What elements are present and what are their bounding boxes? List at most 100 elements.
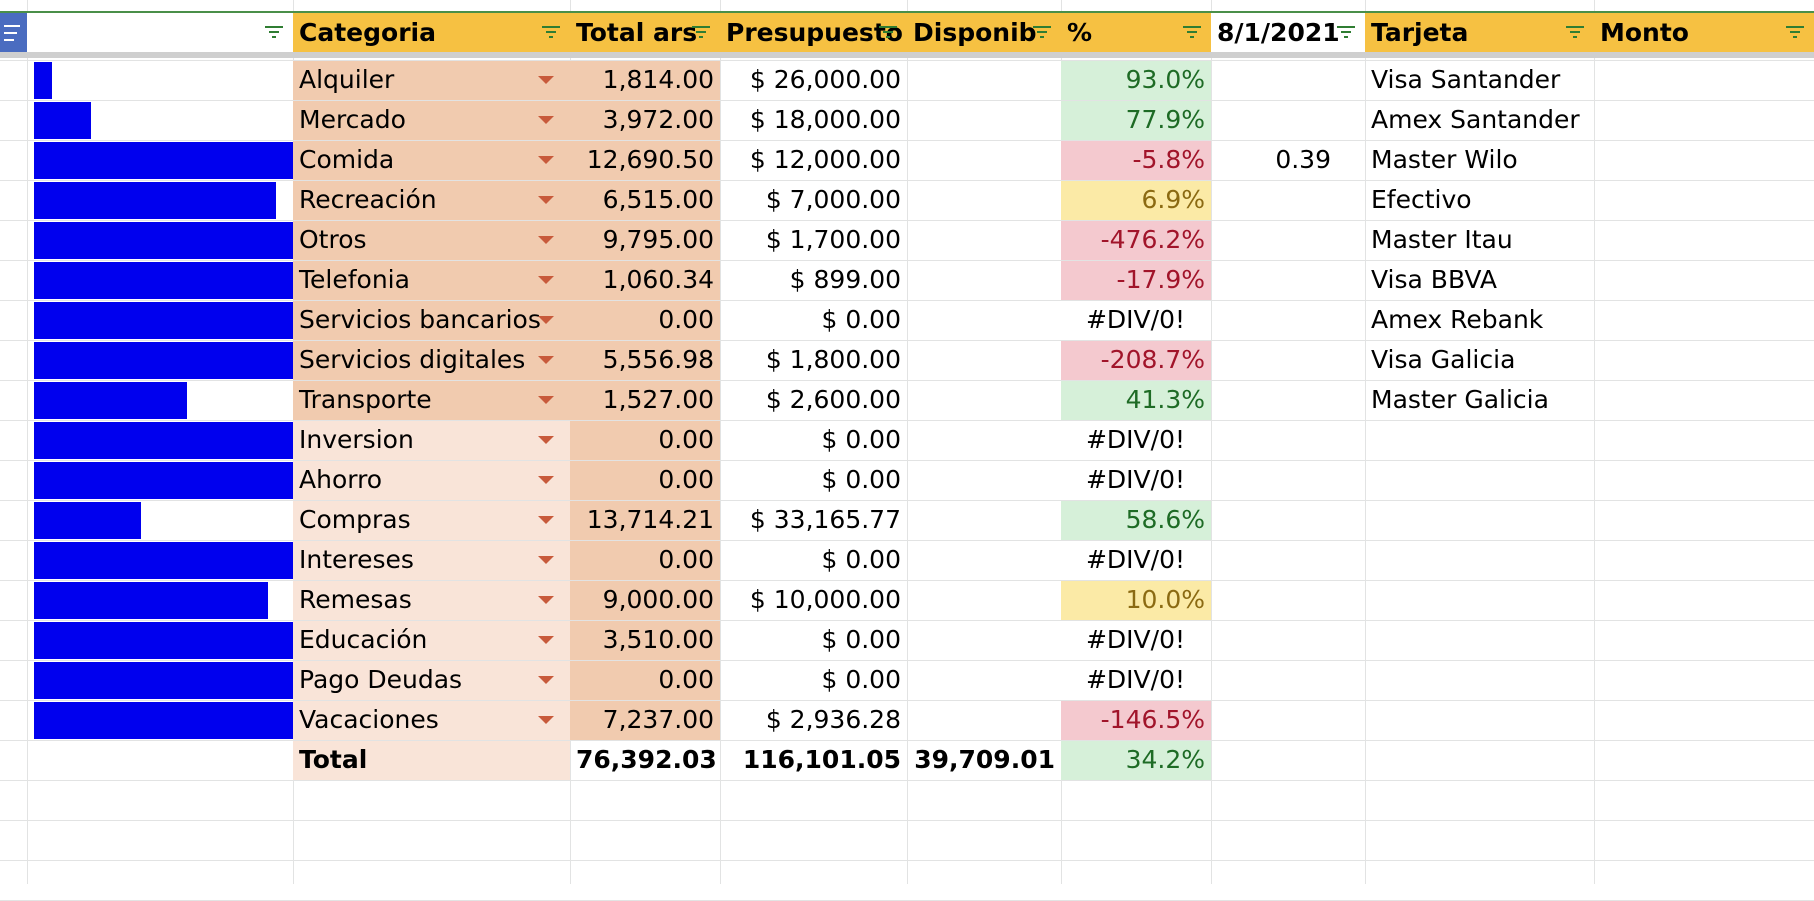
percent-cell[interactable]: -146.5% xyxy=(1061,701,1211,740)
filter-icon[interactable] xyxy=(540,21,562,43)
filter-icon[interactable] xyxy=(1031,21,1053,43)
category-cell[interactable]: Ahorro xyxy=(293,461,570,500)
presupuesto-cell[interactable]: $ 899.00 xyxy=(789,265,901,294)
row-filter-icon[interactable] xyxy=(0,13,27,52)
category-cell[interactable]: Inversion xyxy=(293,421,570,460)
total-ars-cell[interactable]: 0.00 xyxy=(570,541,720,580)
dropdown-arrow-icon[interactable] xyxy=(538,316,554,324)
presupuesto-cell[interactable]: $ 0.00 xyxy=(821,465,901,494)
category-cell[interactable]: Mercado xyxy=(293,101,570,140)
percent-cell[interactable]: 41.3% xyxy=(1061,381,1211,420)
presupuesto-cell[interactable]: $ 0.00 xyxy=(821,665,901,694)
category-cell[interactable]: Compras xyxy=(293,501,570,540)
presupuesto-cell[interactable]: $ 2,936.28 xyxy=(765,705,901,734)
dropdown-arrow-icon[interactable] xyxy=(538,596,554,604)
header-categoria[interactable]: Categoria xyxy=(293,13,570,52)
header-blank[interactable] xyxy=(27,13,293,52)
filter-icon[interactable] xyxy=(1784,21,1806,43)
presupuesto-cell[interactable]: $ 33,165.77 xyxy=(749,505,901,534)
total-ars-cell[interactable]: 6,515.00 xyxy=(570,181,720,220)
dropdown-arrow-icon[interactable] xyxy=(538,396,554,404)
total-ars-cell[interactable]: 0.00 xyxy=(570,461,720,500)
total-ars-cell[interactable]: 1,060.34 xyxy=(570,261,720,300)
presupuesto-cell[interactable]: $ 7,000.00 xyxy=(765,185,901,214)
filter-icon[interactable] xyxy=(877,21,899,43)
percent-cell[interactable]: -208.7% xyxy=(1061,341,1211,380)
presupuesto-cell[interactable]: $ 18,000.00 xyxy=(749,105,901,134)
filter-icon[interactable] xyxy=(1564,21,1586,43)
card-name-cell[interactable]: Master Itau xyxy=(1371,225,1513,254)
filter-icon[interactable] xyxy=(1335,21,1357,43)
total-ars-cell[interactable]: 1,527.00 xyxy=(570,381,720,420)
card-name-cell[interactable]: Visa BBVA xyxy=(1371,265,1497,294)
presupuesto-cell[interactable]: $ 1,700.00 xyxy=(765,225,901,254)
total-ars-cell[interactable]: 12,690.50 xyxy=(570,141,720,180)
dropdown-arrow-icon[interactable] xyxy=(538,156,554,164)
total-disponible-cell[interactable]: 39,709.01 xyxy=(914,745,1055,774)
presupuesto-cell[interactable]: $ 1,800.00 xyxy=(765,345,901,374)
total-ars-cell[interactable]: 0.00 xyxy=(570,301,720,340)
total-ars-cell[interactable]: 3,972.00 xyxy=(570,101,720,140)
card-name-cell[interactable]: Amex Rebank xyxy=(1371,305,1544,334)
total-total-cell[interactable]: 76,392.03 xyxy=(576,745,717,774)
category-cell[interactable]: Intereses xyxy=(293,541,570,580)
date-column-value[interactable]: 0.39 xyxy=(1275,145,1331,174)
header-presupuesto[interactable]: Presupuesto xyxy=(720,13,907,52)
total-percent-cell[interactable]: 34.2% xyxy=(1061,741,1211,780)
total-ars-cell[interactable]: 0.00 xyxy=(570,661,720,700)
category-cell[interactable]: Educación xyxy=(293,621,570,660)
dropdown-arrow-icon[interactable] xyxy=(538,356,554,364)
header-pct[interactable]: % xyxy=(1061,13,1211,52)
category-cell[interactable]: Pago Deudas xyxy=(293,661,570,700)
presupuesto-cell[interactable]: $ 26,000.00 xyxy=(749,65,901,94)
presupuesto-cell[interactable]: $ 0.00 xyxy=(821,425,901,454)
presupuesto-cell[interactable]: $ 0.00 xyxy=(821,305,901,334)
card-name-cell[interactable]: Efectivo xyxy=(1371,185,1472,214)
percent-cell[interactable]: 58.6% xyxy=(1061,501,1211,540)
total-ars-cell[interactable]: 0.00 xyxy=(570,421,720,460)
percent-cell[interactable]: -5.8% xyxy=(1061,141,1211,180)
total-ars-cell[interactable]: 1,814.00 xyxy=(570,61,720,100)
category-cell[interactable]: Otros xyxy=(293,221,570,260)
total-ars-cell[interactable]: 7,237.00 xyxy=(570,701,720,740)
percent-cell[interactable]: #DIV/0! xyxy=(1061,621,1211,660)
dropdown-arrow-icon[interactable] xyxy=(538,476,554,484)
header-tarjeta[interactable]: Tarjeta xyxy=(1365,13,1594,52)
percent-cell[interactable]: 93.0% xyxy=(1061,61,1211,100)
header-date[interactable]: 8/1/2021 xyxy=(1211,13,1365,52)
percent-cell[interactable]: #DIV/0! xyxy=(1061,421,1211,460)
category-cell[interactable]: Servicios bancarios xyxy=(293,301,570,340)
filter-icon[interactable] xyxy=(1181,21,1203,43)
dropdown-arrow-icon[interactable] xyxy=(538,636,554,644)
presupuesto-cell[interactable]: $ 2,600.00 xyxy=(765,385,901,414)
header-disponible[interactable]: Disponib xyxy=(907,13,1061,52)
presupuesto-cell[interactable]: $ 12,000.00 xyxy=(749,145,901,174)
category-cell[interactable]: Recreación xyxy=(293,181,570,220)
total-ars-cell[interactable]: 5,556.98 xyxy=(570,341,720,380)
filter-icon[interactable] xyxy=(263,21,285,43)
total-ars-cell[interactable]: 13,714.21 xyxy=(570,501,720,540)
percent-cell[interactable]: 10.0% xyxy=(1061,581,1211,620)
presupuesto-cell[interactable]: $ 0.00 xyxy=(821,625,901,654)
header-total[interactable]: Total ars xyxy=(570,13,720,52)
total-presupuesto-cell[interactable]: 116,101.05 xyxy=(742,745,901,774)
dropdown-arrow-icon[interactable] xyxy=(538,116,554,124)
category-cell[interactable]: Vacaciones xyxy=(293,701,570,740)
dropdown-arrow-icon[interactable] xyxy=(538,516,554,524)
dropdown-arrow-icon[interactable] xyxy=(538,76,554,84)
total-ars-cell[interactable]: 9,000.00 xyxy=(570,581,720,620)
percent-cell[interactable]: #DIV/0! xyxy=(1061,301,1211,340)
filter-icon[interactable] xyxy=(690,21,712,43)
percent-cell[interactable]: -17.9% xyxy=(1061,261,1211,300)
category-cell[interactable]: Transporte xyxy=(293,381,570,420)
category-cell[interactable]: Servicios digitales xyxy=(293,341,570,380)
percent-cell[interactable]: 77.9% xyxy=(1061,101,1211,140)
percent-cell[interactable]: #DIV/0! xyxy=(1061,461,1211,500)
percent-cell[interactable]: #DIV/0! xyxy=(1061,541,1211,580)
dropdown-arrow-icon[interactable] xyxy=(538,436,554,444)
percent-cell[interactable]: #DIV/0! xyxy=(1061,661,1211,700)
total-ars-cell[interactable]: 3,510.00 xyxy=(570,621,720,660)
dropdown-arrow-icon[interactable] xyxy=(538,556,554,564)
total-ars-cell[interactable]: 9,795.00 xyxy=(570,221,720,260)
dropdown-arrow-icon[interactable] xyxy=(538,196,554,204)
